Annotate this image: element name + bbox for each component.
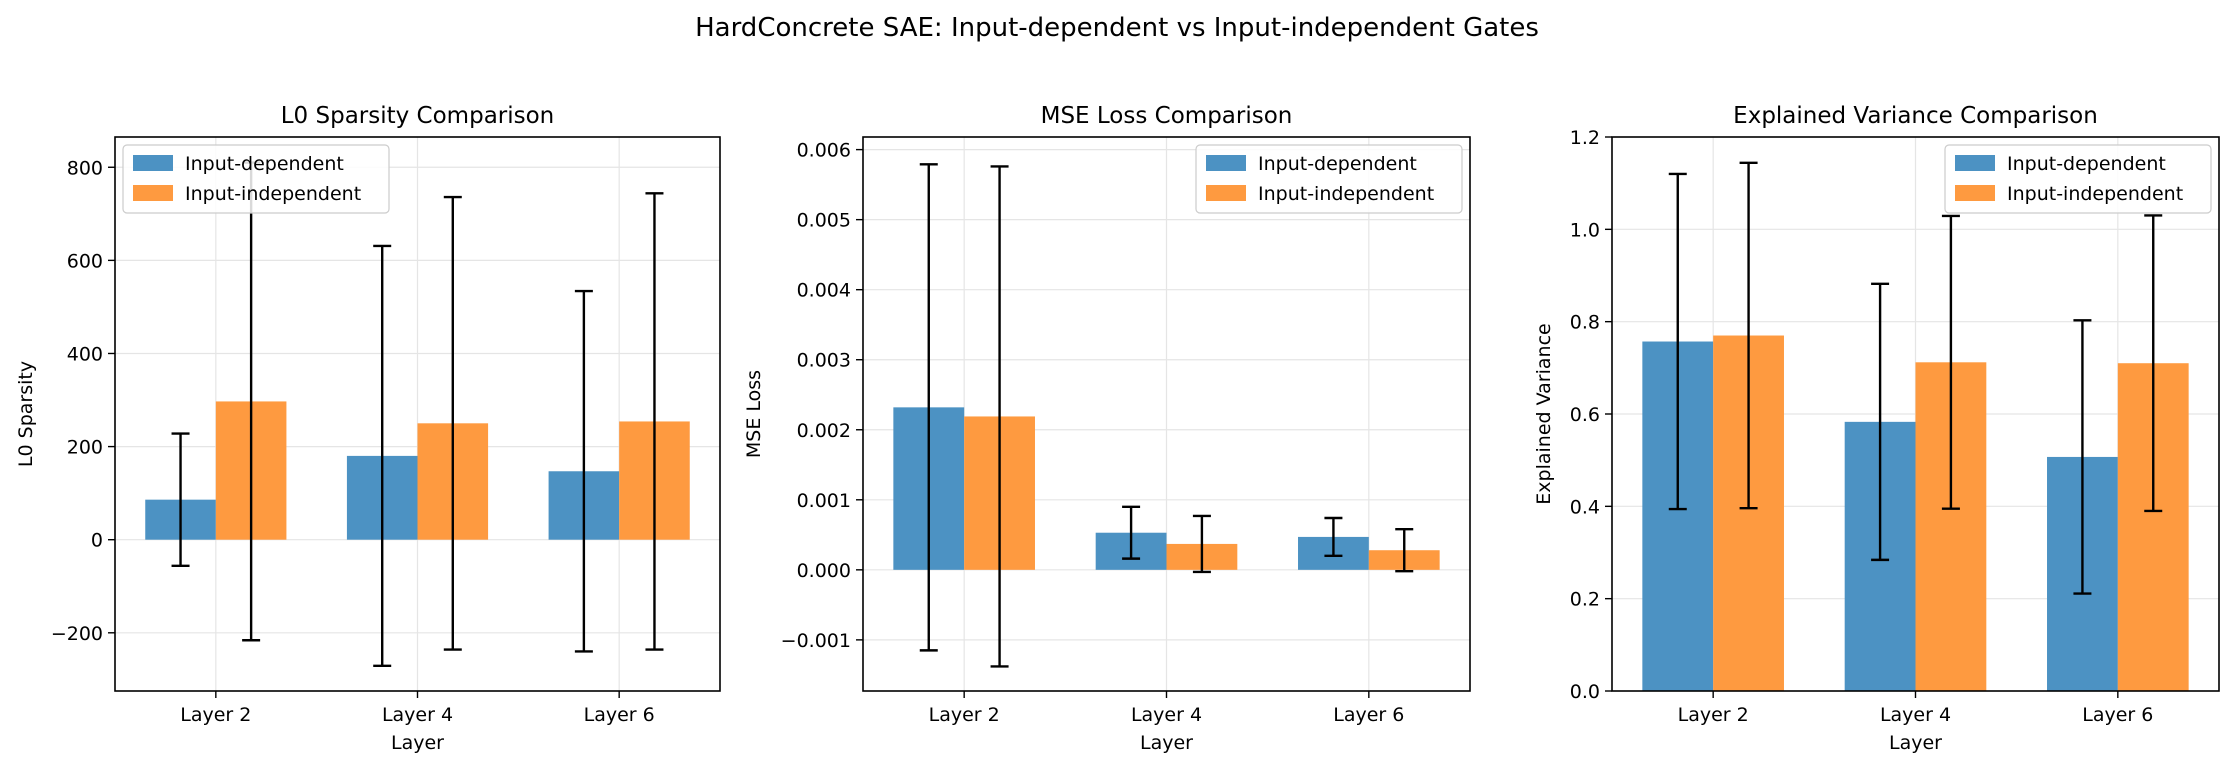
- legend: Input-dependent Input-independent: [1195, 144, 1463, 214]
- x-axis-label: Layer: [1140, 732, 1193, 754]
- errorbar-input-independent-3: [1395, 528, 1414, 573]
- x-axis-label: Layer: [1889, 732, 1942, 754]
- y-tick-label: −200: [51, 623, 103, 645]
- y-tick-label: −0.001: [781, 630, 851, 652]
- y-tick-label: 800: [67, 157, 103, 179]
- y-tick-label: 0.002: [797, 420, 851, 442]
- errorbar-input-independent-2: [1192, 514, 1211, 574]
- errorbar-input-dependent-1: [1668, 172, 1687, 511]
- figure-title: HardConcrete SAE: Input-dependent vs Inp…: [695, 13, 1539, 43]
- subplot-title: Explained Variance Comparison: [1733, 103, 2098, 129]
- x-tick-label: Layer 2: [929, 704, 1000, 726]
- legend-swatch-input-independent: [133, 185, 173, 201]
- y-tick-label: 0.004: [797, 280, 851, 302]
- legend-label: Input-independent: [185, 183, 361, 205]
- y-tick-label: 0.003: [797, 350, 851, 372]
- errorbar-input-dependent-1: [171, 432, 190, 567]
- errorbar-input-dependent-3: [574, 289, 593, 653]
- errorbar-input-independent-1: [1739, 161, 1758, 510]
- legend-label: Input-dependent: [1258, 153, 1417, 175]
- errorbar-input-dependent-3: [2073, 319, 2092, 595]
- x-tick-label: Layer 2: [1678, 704, 1749, 726]
- y-axis-label: L0 Sparsity: [15, 361, 37, 467]
- x-tick-label: Layer 4: [1880, 704, 1951, 726]
- errorbar-input-independent-3: [2144, 214, 2163, 513]
- subplot-title: MSE Loss Comparison: [1041, 103, 1293, 129]
- y-tick-label: 0.6: [1570, 404, 1600, 426]
- subplot-3: 0.0 0.2 0.4 0.6 0.8 1.0 1.2 Layer 2 Layer 4 Layer…: [1533, 103, 2220, 754]
- legend-swatch-input-dependent: [133, 155, 173, 171]
- subplots: −200 0 200 400 600 800 Layer 2 Layer 4 Layer 6 L0…: [15, 103, 2220, 754]
- x-tick-label: Layer 6: [2082, 704, 2153, 726]
- x-tick-label: Layer 6: [584, 704, 655, 726]
- legend-swatch-input-dependent: [1206, 155, 1246, 171]
- errorbar-input-dependent-3: [1324, 516, 1343, 558]
- y-tick-label: 0.0: [1570, 681, 1600, 703]
- y-axis-label: MSE Loss: [743, 370, 765, 458]
- y-tick-label: 0.4: [1570, 496, 1600, 518]
- x-tick-label: Layer 2: [180, 704, 251, 726]
- x-axis-label: Layer: [391, 732, 444, 754]
- y-tick-label: 400: [67, 343, 103, 365]
- errorbar-input-independent-2: [1941, 214, 1960, 510]
- legend: Input-dependent Input-independent: [122, 144, 390, 214]
- y-tick-label: 0: [91, 530, 103, 552]
- legend-label: Input-independent: [1258, 183, 1434, 205]
- legend-label: Input-dependent: [2007, 153, 2166, 175]
- y-tick-label: 200: [67, 437, 103, 459]
- legend-swatch-input-independent: [1955, 185, 1995, 201]
- errorbar-input-dependent-1: [919, 163, 938, 652]
- errorbar-input-dependent-2: [1122, 505, 1141, 560]
- errorbar-input-dependent-2: [373, 244, 392, 668]
- y-tick-label: 0.005: [797, 210, 851, 232]
- errorbar-input-independent-1: [990, 165, 1009, 668]
- y-tick-label: 600: [67, 250, 103, 272]
- legend-frame: [1944, 144, 2212, 214]
- y-tick-label: 1.0: [1570, 219, 1600, 241]
- y-tick-label: 0.001: [797, 490, 851, 512]
- y-tick-label: 1.2: [1570, 127, 1600, 149]
- y-tick-label: 0.2: [1570, 589, 1600, 611]
- y-axis-label: Explained Variance: [1533, 323, 1555, 504]
- x-tick-label: Layer 4: [382, 704, 453, 726]
- subplot-2: −0.001 0.000 0.001 0.002 0.003 0.004 0.005 0.00…: [743, 103, 1471, 754]
- y-tick-label: 0.8: [1570, 312, 1600, 334]
- errorbar-input-independent-3: [645, 192, 664, 651]
- legend-label: Input-independent: [2007, 183, 2183, 205]
- legend: Input-dependent Input-independent: [1944, 144, 2212, 214]
- errorbar-input-independent-2: [443, 195, 462, 651]
- legend-swatch-input-dependent: [1955, 155, 1995, 171]
- x-tick-label: Layer 6: [1333, 704, 1404, 726]
- x-tick-label: Layer 4: [1131, 704, 1202, 726]
- subplot-title: L0 Sparsity Comparison: [281, 103, 555, 129]
- legend-label: Input-dependent: [185, 153, 344, 175]
- errorbar-input-dependent-2: [1871, 282, 1890, 562]
- legend-swatch-input-independent: [1206, 185, 1246, 201]
- legend-frame: [122, 144, 390, 214]
- legend-frame: [1195, 144, 1463, 214]
- y-tick-label: 0.006: [797, 140, 851, 162]
- y-tick-label: 0.000: [797, 560, 851, 582]
- subplot-1: −200 0 200 400 600 800 Layer 2 Layer 4 Layer 6 L0…: [15, 103, 721, 754]
